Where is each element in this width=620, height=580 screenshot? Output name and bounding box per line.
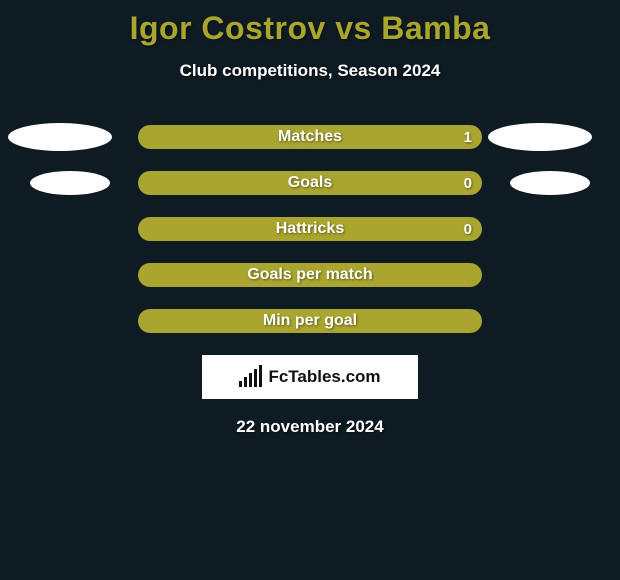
left-ellipse <box>8 123 112 151</box>
stat-bar: Min per goal <box>138 309 482 333</box>
brand-icon-bar <box>239 381 242 387</box>
right-ellipse <box>488 123 592 151</box>
stat-label: Goals <box>138 171 482 195</box>
brand-icon-bar <box>249 373 252 387</box>
stat-bar: Goals0 <box>138 171 482 195</box>
brand-box: FcTables.com <box>202 355 418 399</box>
stat-label: Min per goal <box>138 309 482 333</box>
brand-icon-bar <box>254 369 257 387</box>
stat-bar: Hattricks0 <box>138 217 482 241</box>
stat-row: Matches1 <box>0 125 620 149</box>
stat-row: Hattricks0 <box>0 217 620 241</box>
stat-label: Hattricks <box>138 217 482 241</box>
left-ellipse <box>30 171 110 195</box>
stat-bar: Matches1 <box>138 125 482 149</box>
stat-row: Min per goal <box>0 309 620 333</box>
brand-icon-bar <box>259 365 262 387</box>
right-ellipse <box>510 171 590 195</box>
subtitle: Club competitions, Season 2024 <box>0 61 620 81</box>
stat-rows: Matches1Goals0Hattricks0Goals per matchM… <box>0 125 620 333</box>
stat-bar: Goals per match <box>138 263 482 287</box>
stat-row: Goals per match <box>0 263 620 287</box>
date-text: 22 november 2024 <box>0 417 620 437</box>
stat-value: 1 <box>464 125 472 149</box>
comparison-infographic: Igor Costrov vs Bamba Club competitions,… <box>0 0 620 580</box>
page-title: Igor Costrov vs Bamba <box>0 0 620 47</box>
stat-value: 0 <box>464 217 472 241</box>
brand-text: FcTables.com <box>268 367 380 387</box>
stat-label: Matches <box>138 125 482 149</box>
stat-label: Goals per match <box>138 263 482 287</box>
stat-value: 0 <box>464 171 472 195</box>
stat-row: Goals0 <box>0 171 620 195</box>
brand-chart-icon <box>239 367 262 387</box>
brand-icon-bar <box>244 377 247 387</box>
